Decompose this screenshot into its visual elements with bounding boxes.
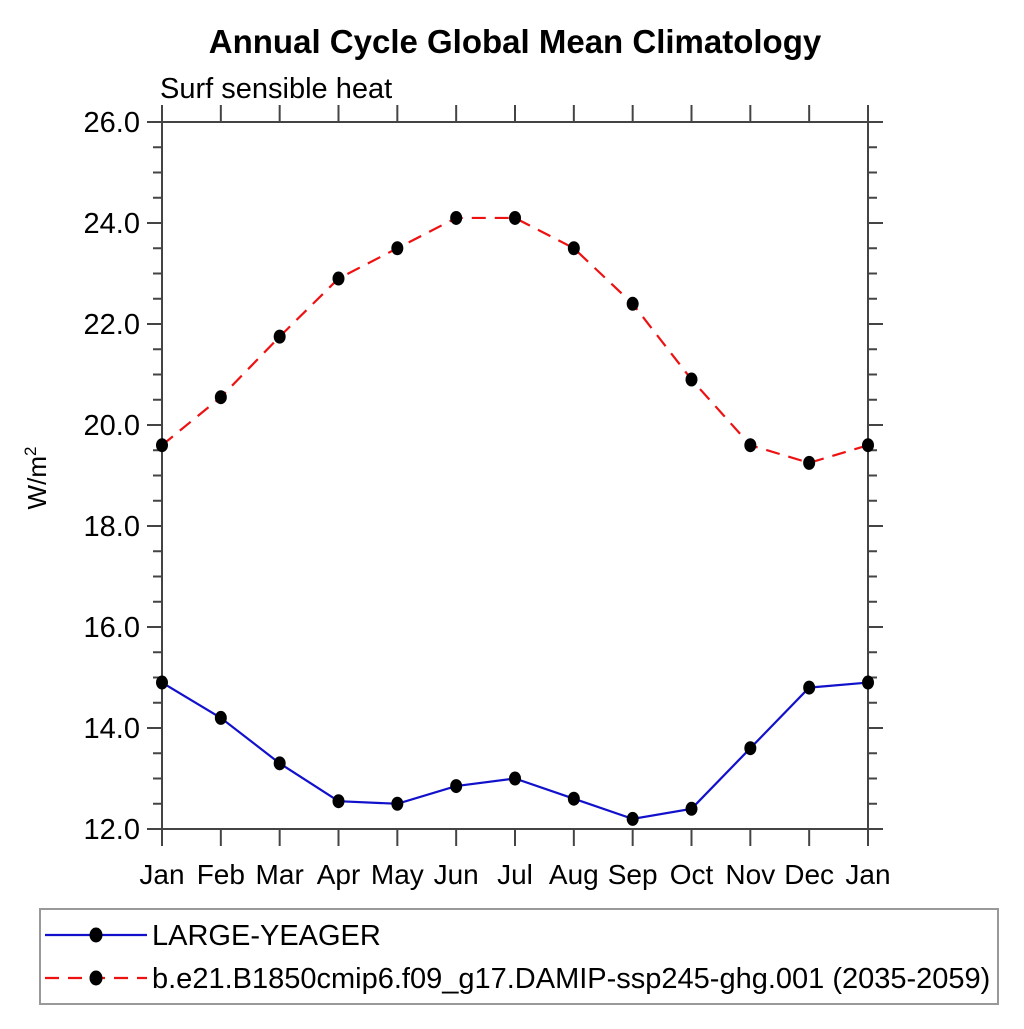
series-0-marker (744, 741, 757, 756)
y-tick-label: 26.0 (84, 107, 140, 139)
series-1-marker (332, 271, 345, 286)
y-tick-label: 18.0 (84, 511, 140, 543)
chart-title: Annual Cycle Global Mean Climatology (209, 23, 822, 60)
series-0-marker (156, 675, 168, 690)
series-1-marker (685, 372, 698, 387)
plot-axes: 12.0 14.0 16.0 18.0 20.0 22.0 24.0 26.0 Jan Feb Ma… (84, 105, 891, 890)
legend-label-large-yeager: LARGE-YEAGER (152, 920, 381, 952)
legend-marker-damip-run (89, 970, 103, 986)
y-tick-label: 16.0 (84, 612, 140, 644)
series-0-marker (214, 710, 227, 725)
x-tick-label-may: May (371, 859, 424, 890)
series-0-marker (567, 791, 580, 806)
legend-marker-large-yeager (89, 927, 103, 943)
x-tick-label-sep: Sep (608, 859, 658, 890)
y-axis-label-base: W/m (22, 456, 52, 509)
series-1-marker (626, 296, 639, 311)
series-1-marker (156, 438, 168, 453)
series-1-marker (803, 455, 816, 470)
x-tick-label-oct: Oct (670, 859, 714, 890)
x-tick-label-jan: Jan (139, 859, 184, 890)
x-tick-label-jun: Jun (434, 859, 479, 890)
y-axis-label-exponent: 2 (21, 447, 40, 456)
series-1-marker (862, 438, 874, 453)
x-tick-label-nov: Nov (725, 859, 775, 890)
series-0-marker (862, 675, 874, 690)
series-0-marker (685, 801, 698, 816)
legend-box (39, 908, 999, 1005)
series-0-marker (509, 771, 521, 786)
series-0-marker (626, 811, 639, 826)
x-tick-label-jul: Jul (497, 859, 533, 890)
series-0-marker (273, 756, 286, 771)
series-1-marker (214, 390, 227, 405)
y-axis-label: W/m2 (21, 447, 52, 510)
plot-series (156, 210, 874, 826)
y-tick-label: 20.0 (84, 410, 140, 442)
series-1-marker (273, 329, 286, 344)
y-tick-label: 24.0 (84, 208, 140, 240)
x-tick-label-aug: Aug (549, 859, 599, 890)
series-line-0 (161, 681, 869, 821)
series-1-marker (567, 241, 580, 256)
legend: LARGE-YEAGER b.e21.B1850cmip6.f09_g17.DA… (39, 908, 999, 1005)
x-tick-label-apr: Apr (317, 859, 361, 890)
chart-subtitle: Surf sensible heat (160, 73, 392, 105)
y-tick-label: 12.0 (84, 814, 140, 846)
series-0-marker (803, 680, 816, 695)
y-tick-label: 14.0 (84, 713, 140, 745)
series-0-marker (450, 779, 463, 794)
legend-label-damip-run: b.e21.B1850cmip6.f09_g17.DAMIP-ssp245-gh… (152, 963, 990, 995)
series-1-marker (744, 438, 757, 453)
series-line-1 (161, 216, 869, 465)
y-tick-label: 22.0 (84, 309, 140, 341)
series-0-marker (391, 796, 404, 811)
series-0-marker (332, 794, 345, 809)
x-tick-label-dec: Dec (784, 859, 834, 890)
plot-box (161, 121, 869, 830)
x-tick-label-jan: Jan (845, 859, 890, 890)
x-tick-label-feb: Feb (197, 859, 245, 890)
series-1-marker (509, 210, 521, 225)
series-1-marker (391, 241, 404, 256)
x-tick-label-mar: Mar (256, 859, 304, 890)
series-1-marker (450, 210, 463, 225)
